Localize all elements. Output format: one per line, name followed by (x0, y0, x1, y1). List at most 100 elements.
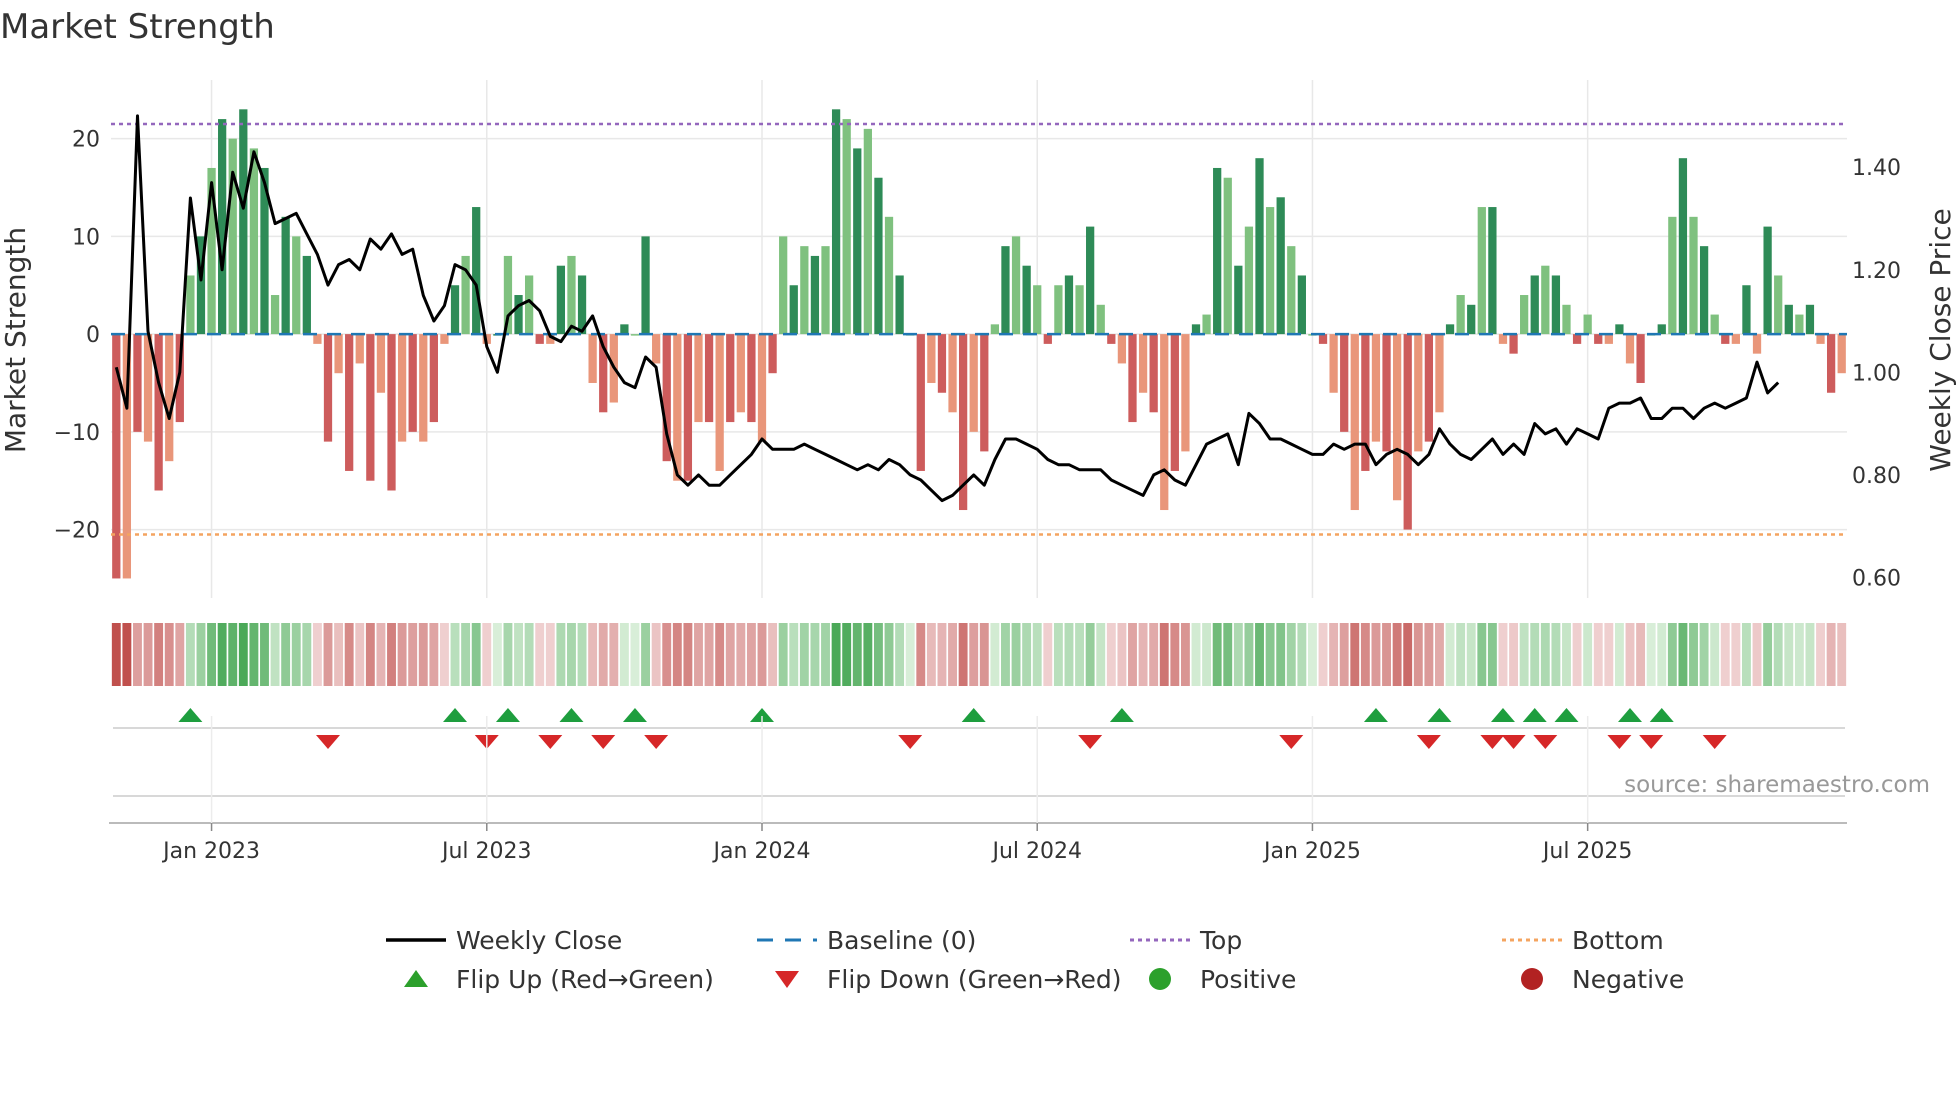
flip-up-marker-2 (495, 708, 520, 722)
flip-down-marker-6 (1078, 735, 1103, 749)
bar-15 (270, 295, 280, 335)
bar-133 (1520, 295, 1529, 335)
bar-58 (726, 334, 735, 423)
bar-71 (863, 128, 872, 335)
heat-cell-141 (1604, 623, 1614, 686)
heat-cell-108 (1255, 623, 1264, 686)
flip-up-marker-10 (1490, 708, 1515, 722)
heat-cell-158 (1784, 623, 1794, 686)
heat-cell-34 (471, 623, 481, 686)
flip-up-marker-6 (961, 708, 986, 722)
bar-76 (916, 334, 925, 471)
bar-30 (429, 334, 438, 423)
heat-cell-104 (1212, 623, 1222, 686)
heat-cell-112 (1297, 623, 1307, 686)
flip-up-marker-0 (178, 708, 203, 722)
time-tick-label-3: Jul 2024 (990, 839, 1082, 864)
heat-cell-139 (1583, 623, 1593, 686)
bar-8 (196, 236, 206, 335)
heat-cell-7 (185, 623, 195, 686)
heat-cell-100 (1170, 623, 1180, 686)
heat-cell-8 (196, 623, 206, 686)
bar-82 (980, 334, 989, 452)
bar-72 (874, 177, 883, 335)
bar-101 (1181, 334, 1190, 452)
flip-down-marker-7 (1279, 735, 1304, 749)
bar-31 (440, 334, 449, 344)
heat-cell-135 (1540, 623, 1550, 686)
heat-cell-43 (567, 623, 576, 686)
heat-cell-22 (344, 623, 354, 686)
heat-cell-156 (1763, 623, 1773, 686)
legend-item-7: Negative (1521, 965, 1684, 994)
bar-163 (1837, 334, 1846, 374)
bar-93 (1096, 304, 1105, 335)
legend-label-4: Flip Up (Red→Green) (456, 965, 714, 994)
heat-cell-24 (365, 623, 375, 686)
heat-cell-15 (270, 623, 280, 686)
bar-81 (969, 334, 978, 432)
bar-51 (652, 334, 661, 364)
bar-107 (1244, 226, 1254, 335)
heat-cell-56 (704, 623, 714, 686)
heat-cell-21 (334, 623, 344, 686)
heat-cell-50 (641, 623, 651, 686)
heat-cell-111 (1286, 623, 1296, 686)
heat-cell-9 (207, 623, 217, 686)
heat-cell-155 (1752, 623, 1762, 686)
bar-112 (1297, 275, 1306, 335)
flip-down-marker-5 (898, 735, 923, 749)
heat-cell-162 (1826, 623, 1836, 686)
time-tick-label-5: Jul 2025 (1541, 839, 1633, 864)
flip-down-marker-2 (538, 735, 563, 749)
heat-cell-17 (291, 623, 301, 686)
bar-126 (1445, 324, 1455, 335)
heat-cell-114 (1318, 623, 1328, 686)
bar-130 (1488, 207, 1497, 335)
flip-up-marker-11 (1522, 708, 1547, 722)
heat-cell-66 (810, 623, 820, 686)
heat-cell-131 (1498, 623, 1508, 686)
heat-cell-52 (662, 623, 672, 686)
time-axis: Jan 2023 Jul 2023 Jan 2024 Jul 2024 Jan 2025… (109, 716, 1847, 864)
bar-118 (1361, 334, 1370, 471)
bar-44 (577, 275, 587, 335)
heat-cell-89 (1053, 623, 1063, 686)
heat-cell-86 (1022, 623, 1032, 686)
bar-108 (1255, 158, 1264, 335)
heat-cell-79 (948, 623, 957, 686)
strength-bars (112, 109, 1846, 579)
bar-49 (630, 334, 640, 336)
heat-cell-42 (556, 623, 566, 686)
heat-cell-10 (217, 623, 227, 686)
heat-cell-27 (397, 623, 407, 686)
heat-cell-107 (1244, 623, 1254, 686)
bar-116 (1340, 334, 1349, 432)
bar-70 (853, 148, 862, 335)
heat-cell-124 (1424, 623, 1434, 686)
bar-87 (1033, 285, 1042, 335)
heat-cell-151 (1710, 623, 1720, 686)
heat-cell-77 (926, 623, 936, 686)
legend-item-4: Flip Up (Red→Green) (404, 965, 714, 994)
right-tick-label-4: 0.60 (1852, 566, 1901, 591)
bar-132 (1509, 334, 1518, 354)
bar-3 (143, 334, 153, 442)
heat-cell-119 (1371, 623, 1381, 686)
bar-155 (1752, 334, 1762, 354)
heat-cell-76 (916, 623, 926, 686)
flip-down-marker-9 (1480, 735, 1505, 749)
heat-cell-4 (154, 623, 164, 686)
bar-61 (757, 334, 767, 442)
bar-124 (1424, 334, 1434, 442)
bar-14 (260, 167, 269, 335)
heat-cell-62 (768, 623, 778, 686)
heat-cell-13 (249, 623, 259, 686)
bar-54 (683, 334, 693, 481)
heat-cell-19 (312, 623, 322, 686)
heat-cell-40 (535, 623, 545, 686)
bar-80 (958, 334, 968, 511)
right-tick-label-2: 1.00 (1852, 361, 1901, 386)
bar-65 (800, 246, 809, 335)
